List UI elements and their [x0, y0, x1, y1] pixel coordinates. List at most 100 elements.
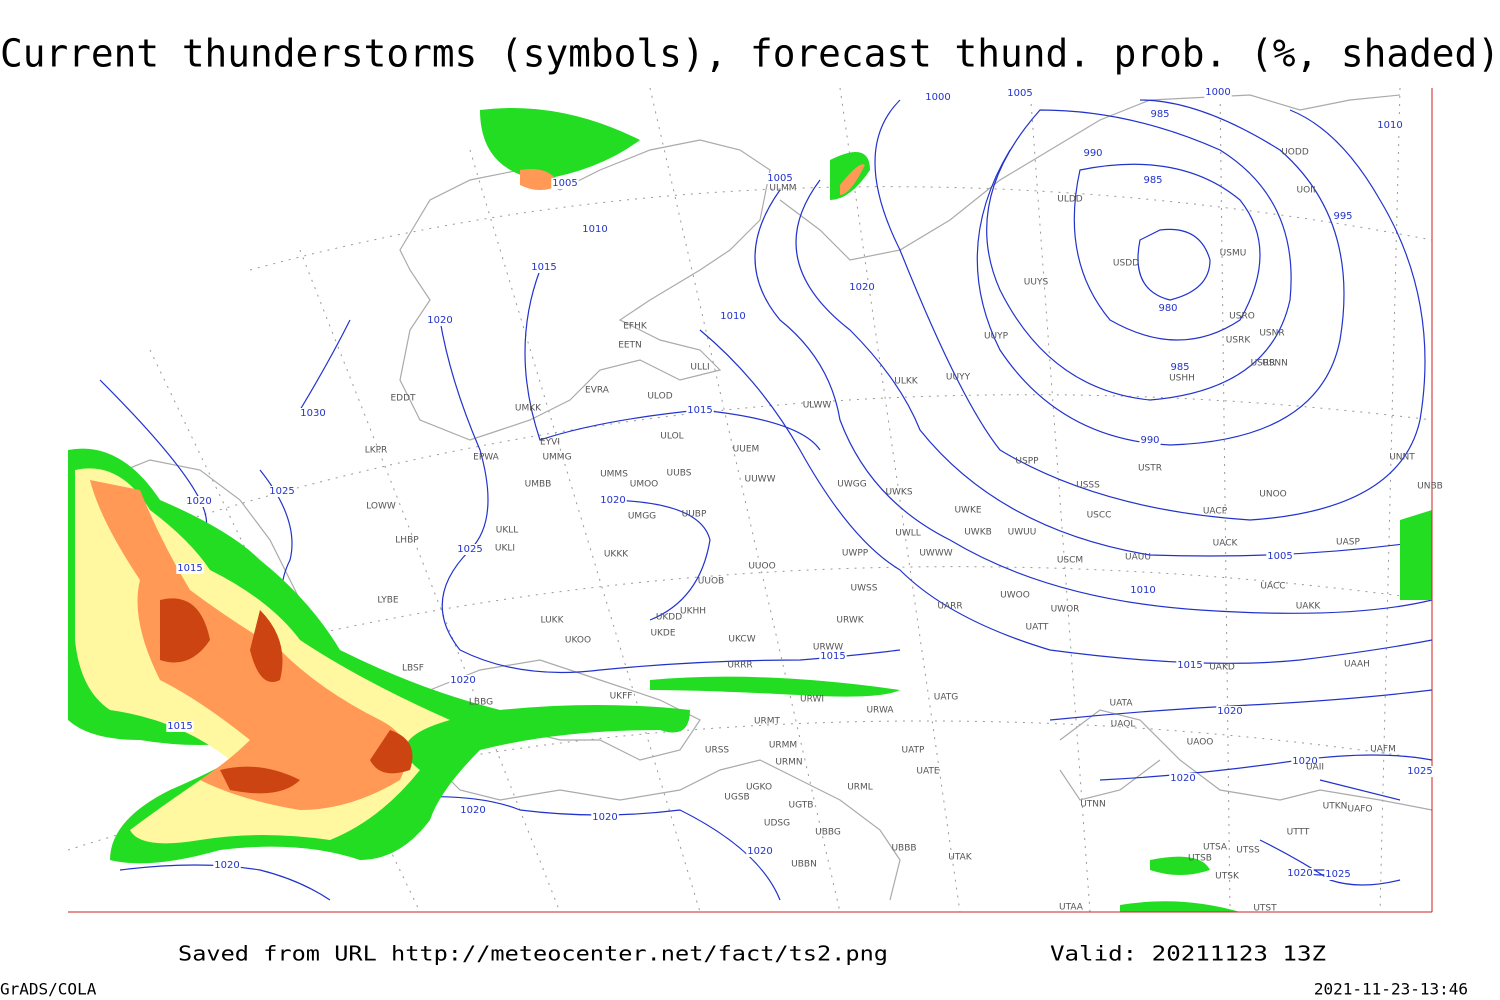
station-code: UKHH: [680, 607, 706, 617]
station-code: UAUU: [1125, 553, 1151, 563]
station-code: UUYP: [984, 332, 1009, 342]
label-background: [719, 311, 747, 322]
label-background: [185, 496, 213, 507]
isobar-label: 1025: [269, 486, 294, 497]
station-code: UTSK: [1215, 872, 1240, 882]
station-code: URMM: [769, 741, 797, 751]
station-code: LBBG: [469, 698, 493, 708]
label-background: [1332, 211, 1354, 222]
station-code: UKDE: [650, 629, 675, 639]
station-code: UWKB: [964, 528, 992, 538]
station-code: ULOD: [647, 392, 672, 402]
label-background: [1082, 148, 1104, 159]
label-background: [299, 408, 327, 419]
station-code: UGTB: [789, 801, 814, 811]
isobar-label: 1020: [1292, 756, 1317, 767]
station-code: UAII: [1306, 763, 1324, 773]
label-background: [459, 805, 487, 816]
station-code: UBBN: [791, 860, 817, 870]
isobar-label: 1015: [820, 651, 845, 662]
label-background: [1169, 773, 1197, 784]
station-code: URRR: [727, 661, 752, 671]
station-code: USMU: [1220, 249, 1247, 259]
station-code: USHH: [1169, 374, 1195, 384]
isobar-label: 1020: [214, 860, 239, 871]
station-code: UWGG: [837, 480, 866, 490]
label-background: [551, 178, 579, 189]
station-code: LKPR: [365, 446, 388, 456]
station-code: USDD: [1113, 259, 1139, 269]
station-code: ULKK: [894, 377, 919, 387]
station-code: UTST: [1253, 904, 1277, 914]
station-code: UARR: [937, 602, 962, 612]
station-code: UNOO: [1259, 490, 1287, 500]
label-background: [449, 675, 477, 686]
station-code: USCM: [1057, 556, 1083, 566]
station-code: UUEM: [733, 445, 760, 455]
station-code: UTNN: [1080, 800, 1106, 810]
isobar-label: 1020: [186, 496, 211, 507]
label-background: [1376, 120, 1404, 131]
station-code: UMMG: [542, 453, 571, 463]
isobar-label: 1005: [1267, 551, 1292, 562]
station-code: UNBB: [1417, 482, 1443, 492]
label-background: [591, 812, 619, 823]
station-code: UAKK: [1296, 602, 1322, 612]
station-code: UTAA: [1059, 903, 1084, 913]
station-code: UBBB: [891, 844, 916, 854]
station-code: UTAK: [948, 853, 973, 863]
station-code: UWUU: [1008, 528, 1037, 538]
label-background: [1176, 660, 1204, 671]
isobar-label: 1020: [1170, 773, 1195, 784]
software: GrADS/COLA: [0, 980, 97, 999]
station-code: UATE: [916, 767, 940, 777]
station-code: UACC: [1260, 582, 1285, 592]
isobar-label: 985: [1150, 109, 1169, 120]
station-code: UATP: [902, 746, 926, 756]
isobar-label: 1025: [457, 544, 482, 555]
station-code: UATT: [1026, 623, 1049, 633]
station-code: UUOB: [698, 577, 724, 587]
label-background: [1149, 109, 1171, 120]
station-code: USRR: [1251, 359, 1276, 369]
label-background: [924, 92, 952, 103]
station-code: UTSA: [1203, 843, 1228, 853]
label-background: [1406, 766, 1434, 777]
isobar-label: 995: [1333, 211, 1352, 222]
label-background: [686, 405, 714, 416]
station-code: UUOO: [748, 562, 775, 572]
source: Saved from URL http://meteocenter.net/fa…: [178, 942, 888, 966]
label-background: [1216, 706, 1244, 717]
station-code: ULDD: [1057, 195, 1083, 205]
label-background: [456, 544, 484, 555]
station-code: UMKK: [515, 404, 542, 414]
label-background: [599, 495, 627, 506]
station-code: USRO: [1229, 312, 1255, 322]
station-code: UUWW: [745, 475, 776, 485]
isobar-label: 1000: [925, 92, 950, 103]
station-code: EVRA: [585, 386, 610, 396]
station-code: UATA: [1109, 699, 1133, 709]
station-code: UBBG: [815, 828, 841, 838]
station-code: LOWW: [366, 502, 396, 512]
station-code: UOII: [1297, 186, 1316, 196]
station-code: UWKS: [885, 488, 912, 498]
isobar-label: 1010: [720, 311, 745, 322]
station-code: ULWW: [803, 401, 832, 411]
label-background: [166, 721, 194, 732]
station-code: ULMM: [769, 184, 796, 194]
station-code: UUYS: [1024, 278, 1049, 288]
station-code: UKOO: [565, 636, 591, 646]
station-code: UTSB: [1188, 854, 1212, 864]
station-code: UAFO: [1347, 805, 1372, 815]
isobar-label: 985: [1170, 362, 1189, 373]
station-code: EFHK: [623, 322, 648, 332]
isobar-label: 1020: [747, 846, 772, 857]
station-code: UMGG: [628, 512, 656, 522]
label-background: [426, 315, 454, 326]
station-code: UGKO: [746, 783, 772, 793]
station-code: UASP: [1336, 538, 1360, 548]
isobar-label: 1005: [767, 173, 792, 184]
station-code: URSS: [705, 746, 730, 756]
